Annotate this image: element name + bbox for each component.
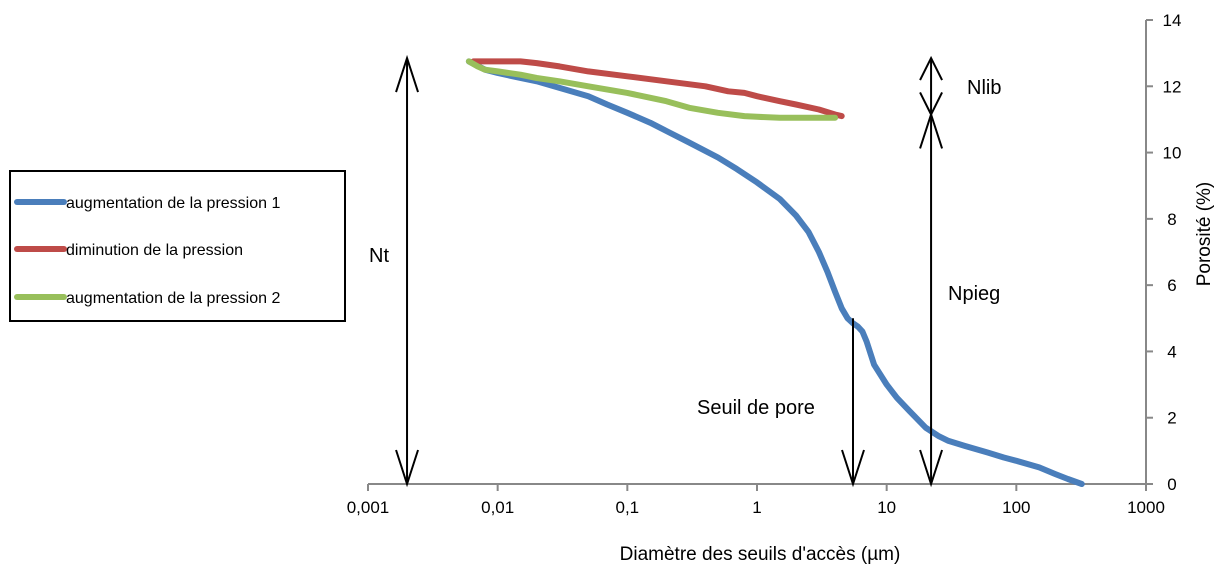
series-line-1: [465, 58, 1085, 487]
label-seuil: Seuil de pore: [697, 397, 815, 419]
series-line-2: [470, 58, 845, 120]
legend-label-series-1: augmentation de la pression 1: [66, 195, 280, 212]
arrow-nlib-head-top: [919, 55, 943, 81]
y-axis-title: Porosité (%): [1194, 182, 1215, 287]
arrow-nt: [395, 54, 419, 488]
legend-label-series-2: diminution de la pression: [66, 242, 243, 259]
legend: augmentation de la pression 1 diminution…: [9, 170, 346, 322]
arrow-seuil-head-bottom: [841, 449, 865, 488]
x-tick-label: 0,001: [347, 498, 390, 517]
y-tick-label: 4: [1167, 342, 1176, 361]
x-tick-label: 100: [1002, 498, 1030, 517]
arrow-seuil: [841, 318, 865, 488]
x-tick-label: 0,01: [481, 498, 514, 517]
y-tick-label: 6: [1167, 276, 1176, 295]
y-tick-label: 10: [1163, 144, 1182, 163]
arrow-nt-head-top: [395, 54, 419, 93]
x-tick-label: 10: [877, 498, 896, 517]
label-nt: Nt: [369, 245, 389, 267]
arrow-nlib-head-bottom: [919, 92, 943, 117]
label-nlib: Nlib: [967, 77, 1001, 99]
arrow-npieg-head-bottom: [919, 449, 944, 488]
y-tick-label: 2: [1167, 409, 1176, 428]
y-tick-label: 14: [1163, 11, 1182, 30]
y-tick-label: 12: [1163, 77, 1182, 96]
legend-label-series-3: augmentation de la pression 2: [66, 290, 280, 307]
x-axis-title: Diamètre des seuils d'accès (µm): [620, 544, 901, 565]
annotation-layer: Nt Seuil de pore Npieg Nlib: [369, 54, 1001, 488]
x-tick-label: 0,1: [616, 498, 640, 517]
y-tick-label: 0: [1167, 475, 1176, 494]
label-npieg: Npieg: [948, 283, 1000, 305]
arrow-nlib: [919, 55, 943, 117]
y-tick-label: 8: [1167, 210, 1176, 229]
arrow-nt-head-bottom: [395, 449, 419, 488]
series-line-3: [465, 58, 839, 121]
x-tick-label: 1000: [1127, 498, 1165, 517]
series-layer: [465, 58, 1085, 487]
x-tick-label: 1: [752, 498, 761, 517]
